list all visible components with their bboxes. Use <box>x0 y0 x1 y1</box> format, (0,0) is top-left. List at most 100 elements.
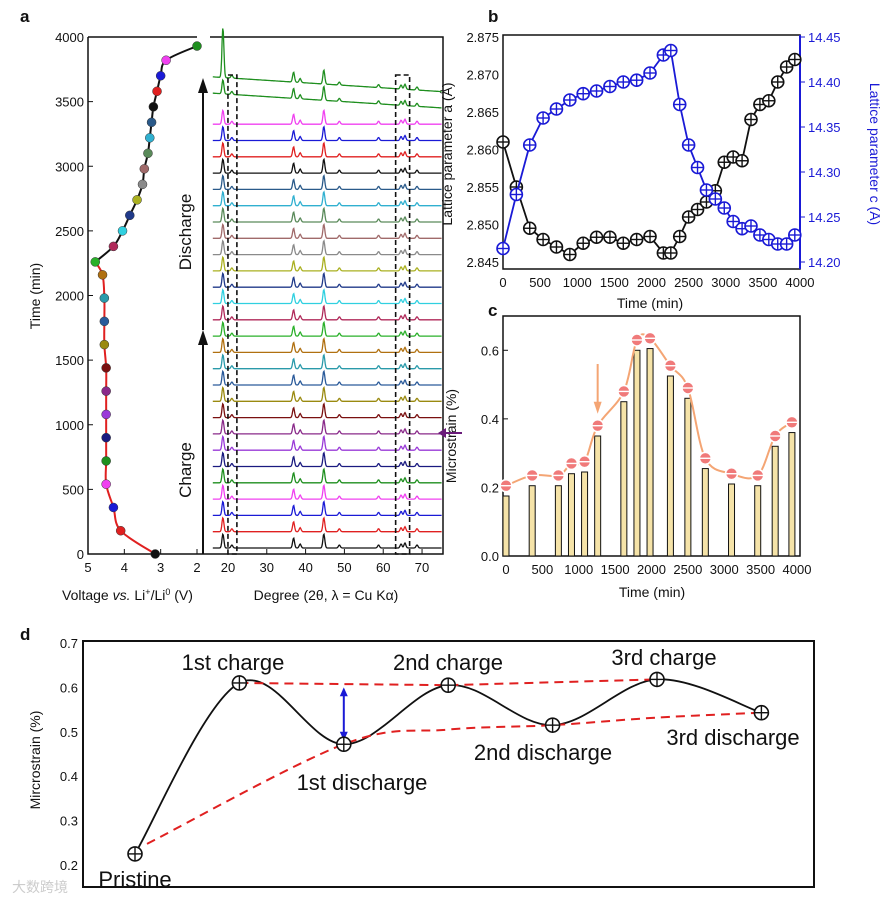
voltage-point <box>101 432 111 443</box>
xrd-trace <box>212 337 442 354</box>
a-xlabel: Voltage vs. Li+/Li0 (V) <box>62 587 193 603</box>
a-ytick-label: 1500 <box>55 353 84 368</box>
b-marker-a <box>744 112 758 127</box>
d-marker <box>335 736 352 753</box>
b-marker-a <box>576 236 590 251</box>
b-marker-a <box>496 135 510 149</box>
c-line <box>505 333 793 487</box>
b-ytick-label-left: 2.860 <box>466 143 499 158</box>
c-xlabel: Time (min) <box>619 584 685 600</box>
c-bar <box>567 473 575 557</box>
a-ytick-label: 500 <box>62 482 84 497</box>
voltage-point <box>101 363 111 373</box>
voltage-point <box>101 409 111 420</box>
c-marker <box>643 331 657 346</box>
b-xtick-label: 0 <box>499 275 506 290</box>
b-xtick-label: 3500 <box>748 275 777 290</box>
a-xlabel-part: /Li <box>151 587 166 603</box>
watermark: 大数跨境 <box>12 879 68 895</box>
b-marker-c <box>643 66 657 80</box>
b-marker-c <box>681 138 696 152</box>
panel-label-a: a <box>20 7 30 26</box>
c-ytick-label: 0.2 <box>481 480 499 495</box>
panel-label-b: b <box>488 7 498 26</box>
b-xtick-label: 4000 <box>786 275 815 290</box>
voltage-point <box>125 210 135 221</box>
discharge-arrowhead <box>198 78 208 93</box>
b-marker-a <box>629 232 644 247</box>
b-ytick-label-left: 2.850 <box>466 218 499 233</box>
b-marker-c <box>690 160 705 175</box>
b-marker-a <box>643 229 657 244</box>
voltage-point <box>101 479 111 489</box>
xrd-trace <box>212 369 442 386</box>
c-bar <box>581 471 589 557</box>
c-marker <box>564 456 579 471</box>
b-marker-c <box>536 111 550 125</box>
d-label-1st-charge: 1st charge <box>182 650 285 675</box>
xrd-trace <box>212 288 442 305</box>
c-xtick-label: 4000 <box>783 562 812 577</box>
voltage-point <box>146 117 157 128</box>
b-ylabel-left: Lattice parameter a (Å) <box>439 82 455 225</box>
c-marker <box>630 333 644 347</box>
c-bar <box>788 432 796 557</box>
c-marker <box>617 384 631 399</box>
c-marker <box>499 478 513 493</box>
c-bar <box>684 397 692 557</box>
b-marker-c <box>576 86 590 101</box>
b-marker-a <box>603 230 617 245</box>
xrd-trace <box>212 28 442 93</box>
xrd-highlight-box <box>227 74 238 555</box>
b-marker-c <box>717 201 732 215</box>
a-xlabel-part: (V) <box>170 587 193 603</box>
b-marker-a <box>536 232 550 247</box>
c-bar <box>728 483 736 557</box>
c-ytick-label: 0.6 <box>481 343 499 358</box>
b-marker-c <box>708 192 723 206</box>
voltage-point <box>101 456 111 466</box>
a-ytick-label: 3000 <box>55 159 84 174</box>
b-ytick-label-left: 2.870 <box>466 68 499 83</box>
b-marker-c <box>779 237 794 251</box>
charge-arrowhead <box>198 330 208 345</box>
d-marker <box>753 704 770 721</box>
purple-arrowhead <box>438 428 446 438</box>
voltage-point <box>108 502 119 513</box>
voltage-point <box>90 257 101 267</box>
a-xlabel-part: vs. <box>113 587 131 603</box>
c-bar <box>646 348 654 557</box>
discharge-annotation: Discharge <box>176 194 195 271</box>
xrd-trace <box>212 304 442 321</box>
d-marker <box>440 677 457 693</box>
voltage-point <box>99 316 110 327</box>
d-lower-envelope <box>146 711 762 845</box>
b-series-line-c <box>502 49 796 249</box>
charge-annotation: Charge <box>176 442 195 498</box>
xrd-xtick-label: 60 <box>376 560 390 575</box>
voltage-point <box>115 525 126 536</box>
charge-curve <box>94 261 156 555</box>
xrd-trace <box>212 271 442 288</box>
xrd-xtick-label: 30 <box>260 560 274 575</box>
xrd-trace <box>212 174 442 191</box>
b-marker-a <box>549 240 564 254</box>
xrd-trace <box>212 320 442 337</box>
c-xtick-label: 0 <box>502 562 509 577</box>
c-xtick-label: 500 <box>532 562 554 577</box>
b-marker-c <box>589 84 604 98</box>
c-xtick-label: 1500 <box>601 562 630 577</box>
c-bar <box>754 485 762 557</box>
c-bar <box>594 435 602 557</box>
a-ytick-label: 2500 <box>55 224 84 239</box>
b-marker-a <box>522 221 537 236</box>
c-bar <box>633 349 641 557</box>
xrd-trace <box>212 108 442 125</box>
d-ytick-label: 0.2 <box>60 858 78 873</box>
b-marker-c <box>603 79 617 94</box>
b-ytick-label-left: 2.865 <box>466 105 499 120</box>
voltage-point <box>139 164 150 174</box>
c-marker <box>768 429 782 443</box>
xrd-trace <box>212 78 442 109</box>
